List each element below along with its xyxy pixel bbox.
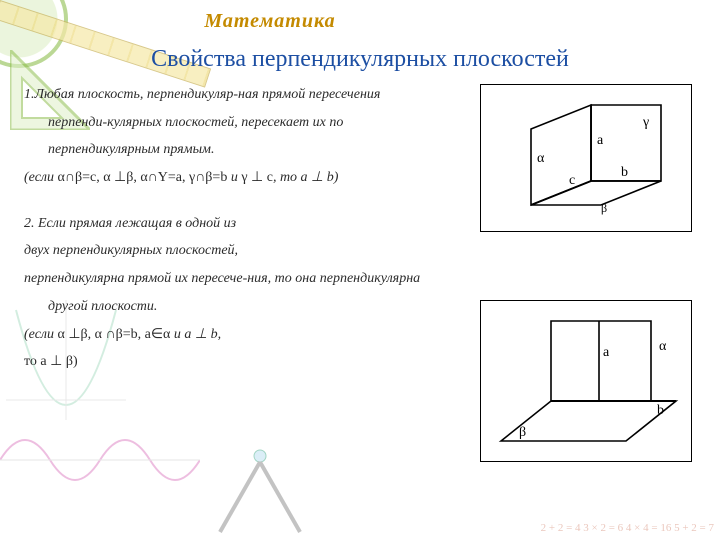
fig1-b: b <box>621 165 628 181</box>
fig1-a: a <box>597 133 603 149</box>
p1f-pre: (если <box>24 170 58 185</box>
sine-deco <box>0 420 200 500</box>
figure-1: α γ β a b c <box>480 84 692 232</box>
slide: y = cos x 2 + 2 = 4 3 × 2 = 6 4 × 4 = 16… <box>0 0 720 540</box>
p2f-mid: и a ⊥ b, <box>170 327 221 342</box>
nums-deco: 2 + 2 = 4 3 × 2 = 6 4 × 4 = 16 5 + 2 = 7 <box>541 522 714 534</box>
fig1-alpha: α <box>537 151 544 167</box>
p1-line2: перпенди-кулярных плоскостей, пересекает… <box>24 112 454 134</box>
figure-2: α β a b <box>480 300 692 462</box>
p1-line3: перпендикулярным прямым. <box>24 139 454 161</box>
fig2-a: a <box>603 345 609 361</box>
page-title: Свойства перпендикулярных плоскостей <box>0 46 720 73</box>
banner: Математика <box>100 10 440 38</box>
p2f-pre: (если <box>24 327 58 342</box>
fig2-alpha: α <box>659 339 666 355</box>
p1-formula: (если α∩β=c, α ⊥β, α∩Υ=a, γ∩β=b и γ ⊥ c,… <box>24 167 454 189</box>
p2-line2: двух перпендикулярных плоскостей, <box>24 240 454 262</box>
p2f-1: α ⊥β, α ∩β=b, a∈α <box>58 327 171 342</box>
fig1-c: c <box>569 173 575 189</box>
p2f-2: то a ⊥ β) <box>24 354 78 369</box>
fig1-beta: β <box>601 201 607 216</box>
fig2-b: b <box>657 403 664 419</box>
fig1-gamma: γ <box>643 115 649 131</box>
p2-formula2: то a ⊥ β) <box>24 351 454 373</box>
banner-text: Математика <box>204 10 335 32</box>
p2-line4: другой плоскости. <box>24 296 454 318</box>
body-text: 1.Любая плоскость, перпендикуляр-ная пря… <box>24 84 454 379</box>
compass-deco <box>200 446 320 536</box>
p2-formula: (если α ⊥β, α ∩β=b, a∈α и a ⊥ b, <box>24 324 454 346</box>
p1f-1: α∩β=c, α ⊥β, α∩Υ=a, γ∩β=b <box>58 170 228 185</box>
p2-line1: 2. Если прямая лежащая в одной из <box>24 213 454 235</box>
p1f-post: , то a ⊥ b) <box>273 170 338 185</box>
fig2-beta: β <box>519 425 526 441</box>
p1f-2: γ ⊥ c <box>241 170 273 185</box>
figure-1-svg <box>481 85 691 231</box>
p2-line3: перпендикулярна прямой их пересече-ния, … <box>24 268 454 290</box>
p1f-mid: и <box>227 170 241 185</box>
p1-line1: 1.Любая плоскость, перпендикуляр-ная пря… <box>24 84 454 106</box>
figure-2-svg <box>481 301 691 461</box>
